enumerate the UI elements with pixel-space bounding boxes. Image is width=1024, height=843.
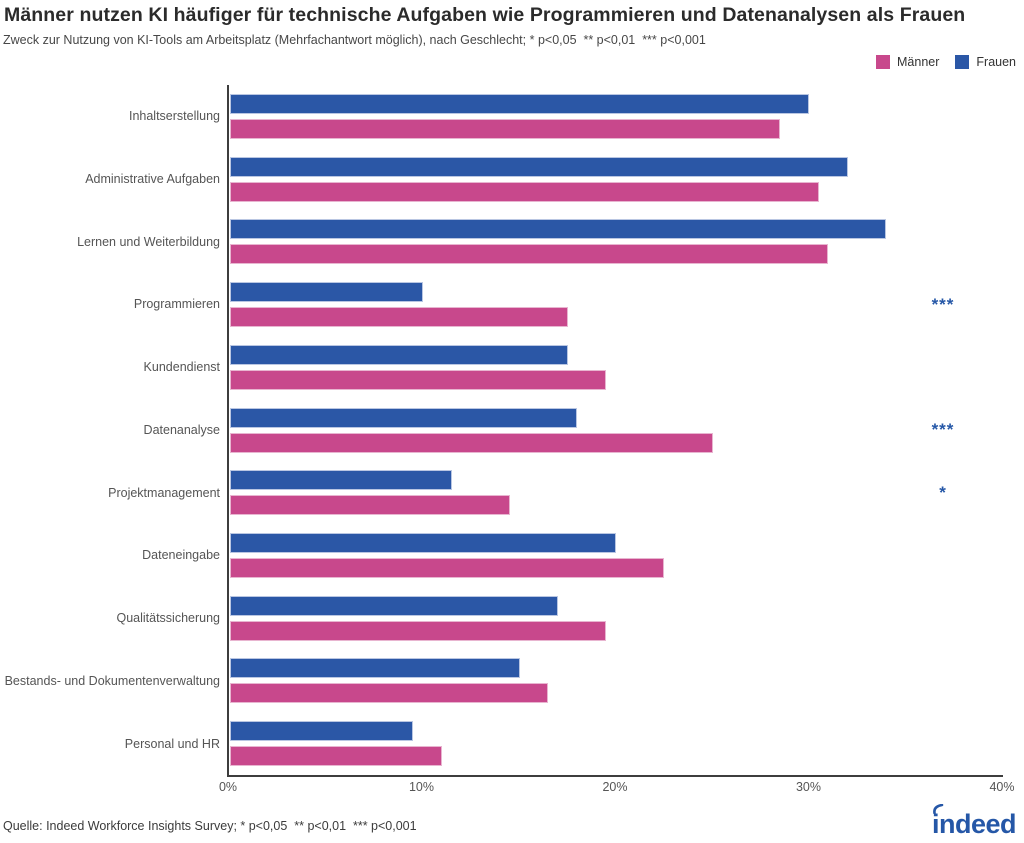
bar-group xyxy=(230,148,1002,211)
bar-frauen xyxy=(230,344,568,365)
plot-area: Inhaltserstellung Administrative Aufgaben… xyxy=(0,85,1024,777)
bar-frauen xyxy=(230,470,452,491)
bar-group xyxy=(230,336,1002,399)
bar-frauen xyxy=(230,721,414,742)
bar-maenner xyxy=(230,181,819,202)
bar-group xyxy=(230,712,1002,775)
bar-maenner xyxy=(230,432,713,453)
category-label: Dateneingabe xyxy=(142,548,220,563)
bar-maenner xyxy=(230,620,607,641)
bar-group: *** xyxy=(230,273,1002,336)
category-label: Bestands- und Dokumentenverwaltung xyxy=(4,673,220,688)
category-label: Datenanalyse xyxy=(143,422,220,437)
category-label: Projektmanagement xyxy=(108,485,220,500)
category-label: Administrative Aufgaben xyxy=(85,171,220,186)
chart-row: Programmieren *** xyxy=(0,273,1024,336)
x-axis-line xyxy=(227,775,1003,777)
x-tick-label: 10% xyxy=(408,780,435,794)
chart-row: Bestands- und Dokumentenverwaltung xyxy=(0,650,1024,713)
bar-frauen xyxy=(230,219,887,240)
bar-frauen xyxy=(230,93,809,114)
bar-maenner xyxy=(230,369,607,390)
significance-marker: * xyxy=(939,482,947,502)
chart-row: Dateneingabe xyxy=(0,524,1024,587)
bar-group xyxy=(230,210,1002,273)
bar-maenner xyxy=(230,244,829,265)
bar-frauen xyxy=(230,533,616,553)
significance-marker: *** xyxy=(931,294,955,314)
bar-maenner xyxy=(230,495,510,516)
y-axis-line xyxy=(227,85,229,777)
legend: Männer Frauen xyxy=(876,55,1016,69)
chart-row: Inhaltserstellung xyxy=(0,85,1024,148)
plot-rows: Inhaltserstellung Administrative Aufgaben… xyxy=(0,85,1024,775)
category-label: Kundendienst xyxy=(143,360,220,375)
chart-row: Personal und HR xyxy=(0,712,1024,775)
bar-frauen xyxy=(230,595,559,616)
bar-group: *** xyxy=(230,399,1002,462)
chart-row: Projektmanagement * xyxy=(0,461,1024,524)
chart-row: Kundendienst xyxy=(0,336,1024,399)
indeed-logo: indeed xyxy=(931,804,1017,839)
category-label: Inhaltserstellung xyxy=(128,109,220,124)
bar-group: * xyxy=(230,461,1002,524)
bar-group xyxy=(230,524,1002,587)
legend-swatch-maenner xyxy=(876,55,890,69)
chart-row: Administrative Aufgaben xyxy=(0,148,1024,211)
x-tick-label: 40% xyxy=(989,780,1015,794)
bar-maenner xyxy=(230,558,665,578)
bar-maenner xyxy=(230,118,781,139)
indeed-logo-accent-icon xyxy=(933,804,944,814)
x-tick-label: 20% xyxy=(602,780,628,794)
x-axis-ticks: 0% 10% 20% 30% 40% xyxy=(219,780,1015,796)
legend-label-maenner: Männer xyxy=(897,55,940,69)
bar-group xyxy=(230,587,1002,650)
chart-row: Lernen und Weiterbildung xyxy=(0,210,1024,273)
bar-maenner xyxy=(230,307,568,328)
bar-maenner xyxy=(230,746,443,767)
bar-maenner xyxy=(230,683,549,704)
x-tick-label: 30% xyxy=(795,780,822,794)
category-label: Programmieren xyxy=(133,297,220,312)
category-label: Personal und HR xyxy=(124,736,220,751)
legend-label-frauen: Frauen xyxy=(976,55,1016,69)
bar-group xyxy=(230,650,1002,713)
bar-frauen xyxy=(230,407,578,428)
x-tick-label: 0% xyxy=(218,780,238,794)
indeed-logo-text: indeed xyxy=(931,809,1017,839)
bar-group xyxy=(230,85,1002,148)
bar-frauen xyxy=(230,156,848,177)
bar-frauen xyxy=(230,658,520,679)
bar-frauen xyxy=(230,282,423,303)
chart-row: Datenanalyse *** xyxy=(0,399,1024,462)
chart-title: Männer nutzen KI häufiger für technische… xyxy=(4,4,966,26)
source-note: Quelle: Indeed Workforce Insights Survey… xyxy=(3,819,417,833)
category-label: Qualitätssicherung xyxy=(116,611,220,626)
chart-row: Qualitätssicherung xyxy=(0,587,1024,650)
chart-subtitle: Zweck zur Nutzung von KI-Tools am Arbeit… xyxy=(3,33,706,47)
category-label: Lernen und Weiterbildung xyxy=(77,234,220,249)
legend-swatch-frauen xyxy=(955,55,970,69)
significance-marker: *** xyxy=(931,420,955,440)
